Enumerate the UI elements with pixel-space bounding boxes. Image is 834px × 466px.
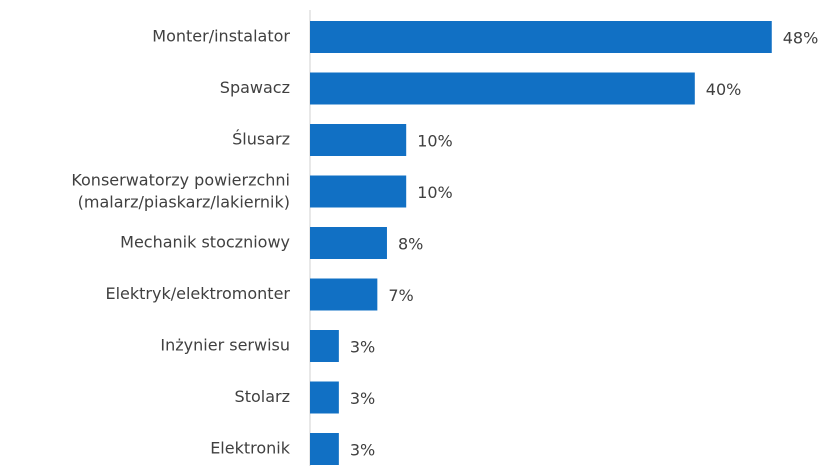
bar — [310, 433, 339, 465]
value-label: 3% — [350, 338, 375, 357]
category-label: Monter/instalator — [152, 27, 290, 46]
value-label: 7% — [388, 286, 413, 305]
category-label: Ślusarz — [232, 130, 290, 149]
bar — [310, 21, 772, 53]
value-label: 40% — [706, 80, 742, 99]
bar — [310, 72, 695, 105]
bar — [310, 381, 339, 414]
category-label: Inżynier serwisu — [160, 336, 290, 355]
category-label: Elektryk/elektromonter — [105, 284, 290, 303]
value-label: 3% — [350, 441, 375, 460]
category-label: Konserwatorzy powierzchni (malarz/piaskar… — [71, 170, 290, 211]
value-label: 48% — [783, 29, 819, 48]
value-label: 8% — [398, 235, 423, 254]
bar — [310, 278, 378, 311]
value-label: 10% — [417, 183, 453, 202]
category-label: Spawacz — [220, 78, 290, 97]
bar — [310, 175, 407, 208]
bar — [310, 227, 387, 259]
category-label: Mechanik stoczniowy — [120, 233, 290, 252]
bar — [310, 124, 407, 156]
value-label: 10% — [417, 132, 453, 151]
category-label: Stolarz — [235, 387, 290, 406]
bar — [310, 330, 339, 362]
category-label: Elektronik — [210, 439, 291, 458]
value-label: 3% — [350, 389, 375, 408]
